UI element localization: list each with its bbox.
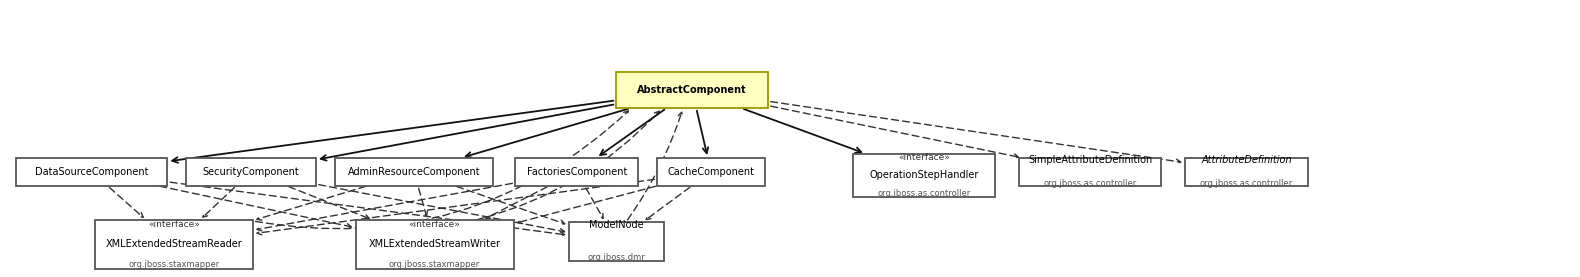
Text: «interface»: «interface»: [149, 220, 199, 229]
FancyBboxPatch shape: [616, 72, 768, 108]
FancyBboxPatch shape: [657, 158, 765, 186]
FancyBboxPatch shape: [515, 158, 638, 186]
Text: OperationStepHandler: OperationStepHandler: [869, 170, 980, 180]
Text: AbstractComponent: AbstractComponent: [637, 85, 747, 95]
Text: XMLExtendedStreamWriter: XMLExtendedStreamWriter: [368, 239, 501, 250]
FancyBboxPatch shape: [356, 220, 514, 269]
Text: org.jboss.as.controller: org.jboss.as.controller: [1043, 179, 1138, 188]
Text: DataSourceComponent: DataSourceComponent: [35, 167, 149, 177]
FancyBboxPatch shape: [853, 154, 995, 197]
Text: SimpleAttributeDefinition: SimpleAttributeDefinition: [1029, 155, 1152, 165]
FancyBboxPatch shape: [16, 158, 167, 186]
Text: org.jboss.staxmapper: org.jboss.staxmapper: [389, 260, 480, 269]
Text: org.jboss.dmr: org.jboss.dmr: [588, 253, 645, 262]
Text: ModelNode: ModelNode: [589, 220, 643, 230]
Text: AttributeDefinition: AttributeDefinition: [1201, 155, 1292, 165]
Text: org.jboss.as.controller: org.jboss.as.controller: [877, 189, 972, 198]
Text: FactoriesComponent: FactoriesComponent: [526, 167, 627, 177]
Text: «interface»: «interface»: [899, 153, 950, 162]
Text: org.jboss.as.controller: org.jboss.as.controller: [1199, 179, 1294, 188]
Text: CacheComponent: CacheComponent: [667, 167, 755, 177]
Text: org.jboss.staxmapper: org.jboss.staxmapper: [128, 260, 220, 269]
FancyBboxPatch shape: [1019, 158, 1161, 186]
Text: SecurityComponent: SecurityComponent: [202, 167, 300, 177]
FancyBboxPatch shape: [95, 220, 253, 269]
FancyBboxPatch shape: [1185, 158, 1308, 186]
FancyBboxPatch shape: [335, 158, 493, 186]
Text: AdminResourceComponent: AdminResourceComponent: [348, 167, 480, 177]
FancyBboxPatch shape: [569, 222, 664, 261]
FancyBboxPatch shape: [186, 158, 316, 186]
Text: «interface»: «interface»: [409, 220, 460, 229]
Text: XMLExtendedStreamReader: XMLExtendedStreamReader: [106, 239, 242, 250]
